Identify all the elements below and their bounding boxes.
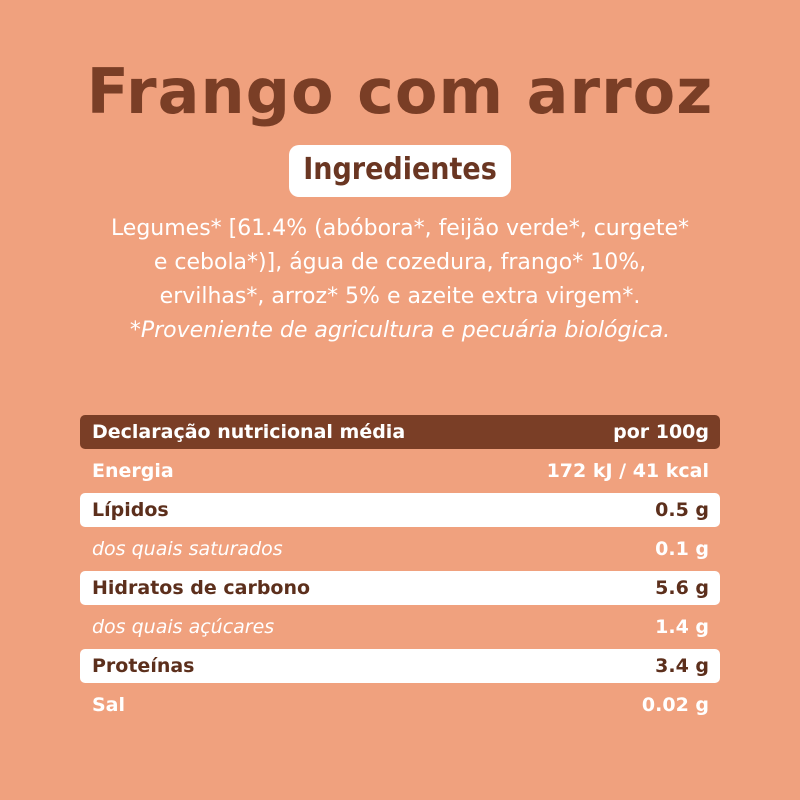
nutrition-header-label: Declaração nutricional média <box>92 421 406 443</box>
nutrition-row-value: 3.4 g <box>655 655 709 677</box>
ingredients-line: e cebola*)], água de cozedura, frango* 1… <box>153 250 647 275</box>
nutrition-row-saturated: dos quais saturados 0.1 g <box>80 532 720 566</box>
ingredients-heading: Ingredientes <box>289 145 511 197</box>
ingredients-line: ervilhas*, arroz* 5% e azeite extra virg… <box>159 284 641 309</box>
nutrition-header-value: por 100g <box>613 421 709 443</box>
nutrition-row-value: 0.5 g <box>655 499 709 521</box>
nutrition-row-protein: Proteínas 3.4 g <box>80 649 720 683</box>
nutrition-row-label: Hidratos de carbono <box>92 577 311 599</box>
organic-note: *Proveniente de agricultura e pecuária b… <box>129 318 671 343</box>
nutrition-row-label: dos quais açúcares <box>92 616 275 638</box>
ingredients-line: Legumes* [61.4% (abóbora*, feijão verde*… <box>110 216 690 241</box>
nutrition-table: Declaração nutricional média por 100g En… <box>80 415 720 727</box>
nutrition-row-salt: Sal 0.02 g <box>80 688 720 722</box>
nutrition-row-value: 5.6 g <box>655 577 709 599</box>
nutrition-row-label: Energia <box>92 460 174 482</box>
ingredients-heading-container: Ingredientes <box>0 145 800 197</box>
nutrition-row-label: dos quais saturados <box>92 538 283 560</box>
nutrition-row-label: Proteínas <box>92 655 195 677</box>
nutrition-row-value: 1.4 g <box>655 616 709 638</box>
nutrition-row-label: Sal <box>92 694 126 716</box>
nutrition-row-fat: Lípidos 0.5 g <box>80 493 720 527</box>
product-title: Frango com arroz <box>86 55 714 128</box>
nutrition-row-value: 0.1 g <box>655 538 709 560</box>
ingredients-text: Legumes* [61.4% (abóbora*, feijão verde*… <box>60 212 740 348</box>
nutrition-row-sugars: dos quais açúcares 1.4 g <box>80 610 720 644</box>
nutrition-row-value: 172 kJ / 41 kcal <box>546 460 709 482</box>
nutrition-row-energy: Energia 172 kJ / 41 kcal <box>80 454 720 488</box>
nutrition-row-value: 0.02 g <box>641 694 709 716</box>
nutrition-row-label: Lípidos <box>92 499 169 521</box>
nutrition-row-carbohydrates: Hidratos de carbono 5.6 g <box>80 571 720 605</box>
nutrition-header-row: Declaração nutricional média por 100g <box>80 415 720 449</box>
